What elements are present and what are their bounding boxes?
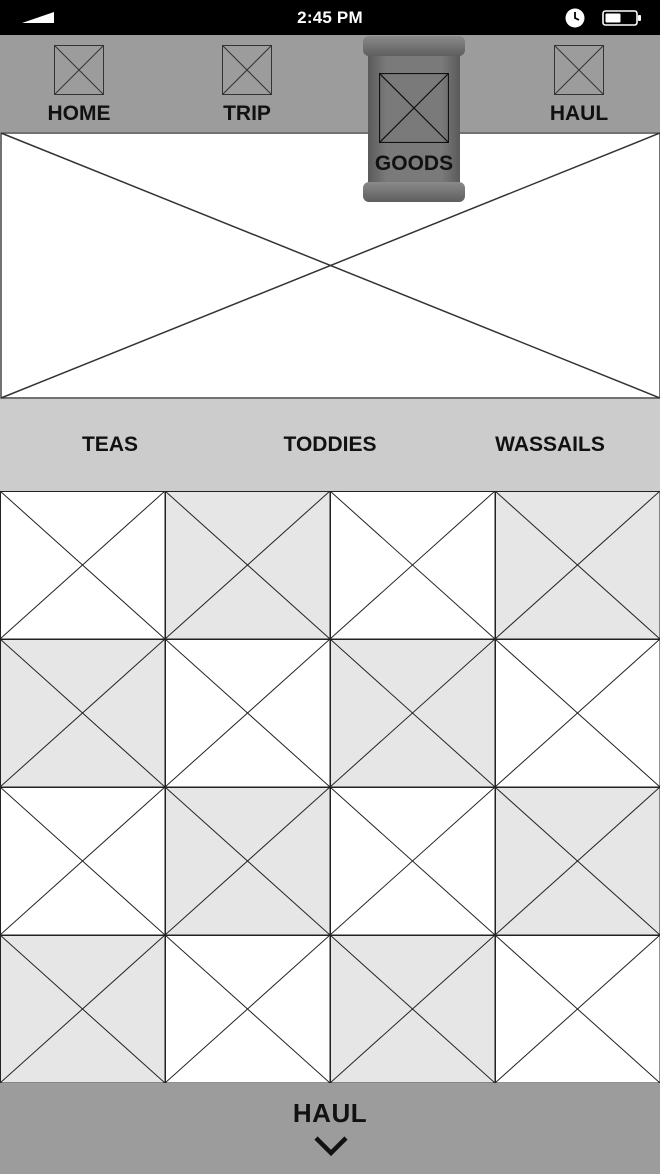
nav-item-label: HAUL	[549, 102, 609, 125]
product-tile[interactable]	[495, 787, 660, 935]
image-placeholder-icon	[554, 45, 604, 95]
haul-drawer-label: HAUL	[292, 1098, 368, 1128]
nav-item-goods[interactable]: GOODS	[362, 36, 466, 204]
nav-item-label: HOME	[47, 102, 111, 125]
nav-item-haul[interactable]: HAUL	[524, 35, 634, 132]
product-tile[interactable]	[495, 491, 660, 639]
haul-drawer-handle[interactable]: HAUL	[0, 1083, 660, 1174]
product-tile[interactable]	[0, 787, 165, 935]
category-tab-toddies[interactable]: TODDIES	[283, 433, 377, 456]
category-bar: TEAS TODDIES WASSAILS	[0, 399, 660, 491]
category-tab-wassails[interactable]: WASSAILS	[495, 433, 605, 456]
hero-image-placeholder	[0, 132, 660, 399]
nav-item-label: GOODS	[374, 152, 454, 175]
image-placeholder-icon	[54, 45, 104, 95]
product-grid	[0, 491, 660, 1083]
chevron-down-icon	[314, 1136, 348, 1157]
product-tile[interactable]	[330, 935, 495, 1083]
product-tile[interactable]	[495, 935, 660, 1083]
product-tile[interactable]	[165, 935, 330, 1083]
battery-icon	[602, 10, 641, 26]
product-tile[interactable]	[165, 491, 330, 639]
active-tab-scroll	[363, 36, 465, 202]
product-tile[interactable]	[0, 639, 165, 787]
clock-icon	[565, 8, 585, 28]
status-bar: 2:45 PM	[0, 0, 660, 35]
product-tile[interactable]	[330, 787, 495, 935]
status-time: 2:45 PM	[297, 8, 363, 27]
product-tile[interactable]	[330, 639, 495, 787]
product-tile[interactable]	[165, 787, 330, 935]
category-tab-teas[interactable]: TEAS	[81, 433, 138, 456]
nav-item-label: TRIP	[223, 102, 271, 125]
nav-item-trip[interactable]: TRIP	[192, 35, 302, 132]
product-tile[interactable]	[0, 491, 165, 639]
image-placeholder-icon	[379, 73, 449, 143]
signal-icon	[22, 12, 54, 23]
product-tile[interactable]	[330, 491, 495, 639]
image-placeholder-icon	[222, 45, 272, 95]
product-tile[interactable]	[495, 639, 660, 787]
nav-item-home[interactable]: HOME	[24, 35, 134, 132]
product-tile[interactable]	[0, 935, 165, 1083]
product-tile[interactable]	[165, 639, 330, 787]
top-nav: HOME TRIP HAUL	[0, 35, 660, 132]
